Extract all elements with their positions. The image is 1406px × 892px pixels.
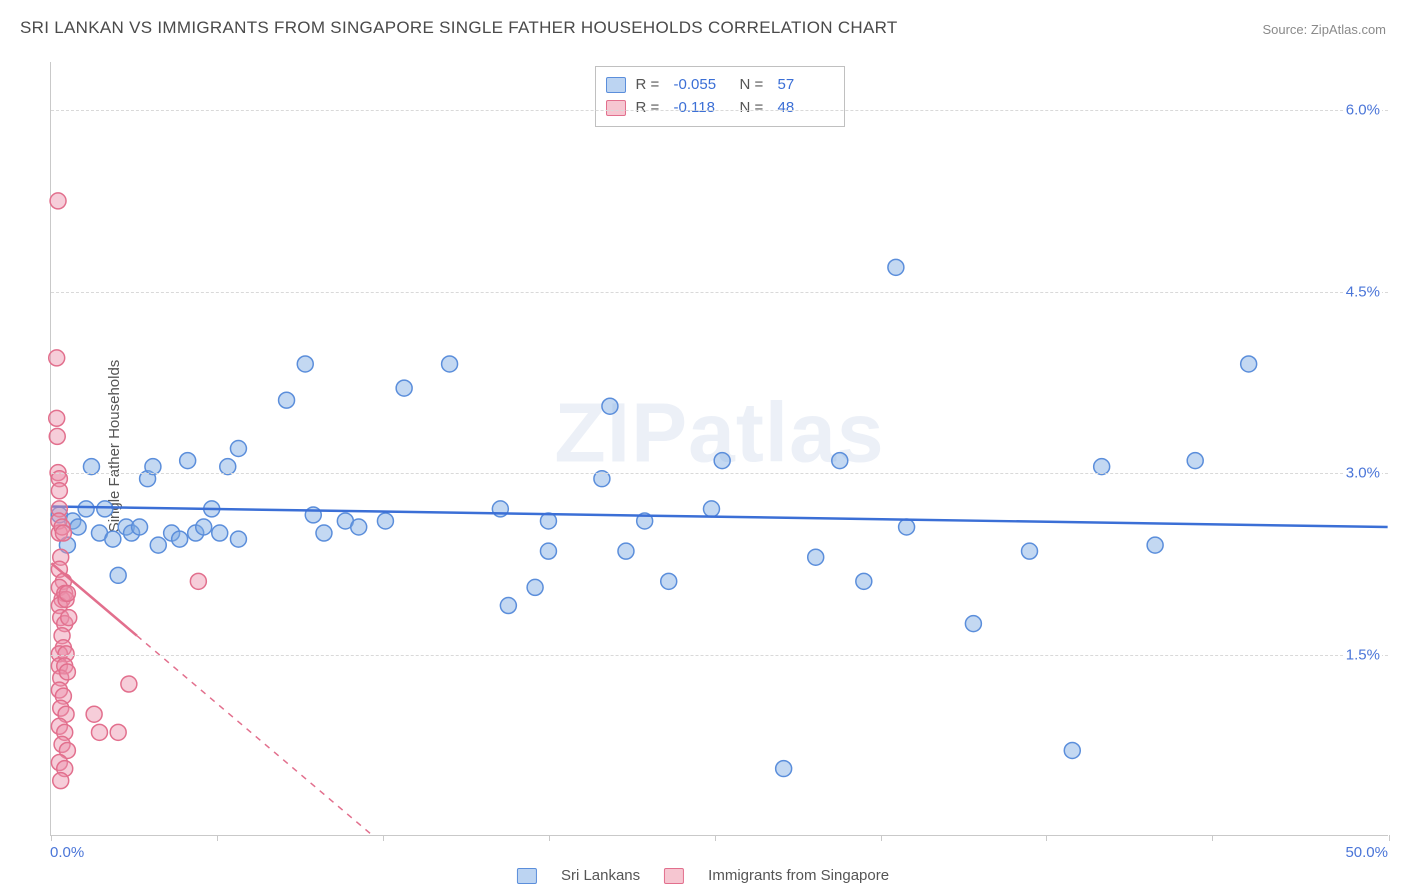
y-tick-label: 4.5% [1344,283,1382,300]
scatter-point [888,259,904,275]
legend-swatch-1 [664,868,684,884]
gridline [51,110,1388,111]
scatter-point [212,525,228,541]
stat-n-label-1: N = [740,96,768,119]
scatter-point [61,610,77,626]
x-tick-label: 0.0% [50,844,84,861]
x-tick [549,835,550,841]
scatter-point [1187,453,1203,469]
scatter-point [196,519,212,535]
scatter-point [316,525,332,541]
scatter-point [132,519,148,535]
scatter-point [714,453,730,469]
scatter-point [1064,742,1080,758]
scatter-point [832,453,848,469]
scatter-point [602,398,618,414]
legend-swatch-0 [517,868,537,884]
stat-n-label-0: N = [740,73,768,96]
plot-svg [51,62,1388,835]
scatter-point [527,579,543,595]
scatter-point [172,531,188,547]
scatter-point [86,706,102,722]
scatter-point [91,724,107,740]
stat-swatch-0 [606,77,626,93]
x-tick [715,835,716,841]
scatter-point [661,573,677,589]
scatter-point [49,428,65,444]
y-tick-label: 3.0% [1344,465,1382,482]
scatter-point [50,193,66,209]
x-tick-label: 50.0% [1345,844,1388,861]
scatter-point [53,773,69,789]
scatter-point [1022,543,1038,559]
scatter-point [70,519,86,535]
scatter-point [51,483,67,499]
scatter-point [808,549,824,565]
scatter-point [49,350,65,366]
x-tick [383,835,384,841]
scatter-point [351,519,367,535]
gridline [51,473,1388,474]
source-label: Source: ZipAtlas.com [1262,22,1386,37]
stat-n-value-0: 57 [778,73,834,96]
scatter-point [110,567,126,583]
x-tick [51,835,52,841]
scatter-point [1147,537,1163,553]
scatter-point [190,573,206,589]
scatter-point [442,356,458,372]
x-tick [1212,835,1213,841]
x-tick [217,835,218,841]
scatter-point [500,598,516,614]
stat-n-value-1: 48 [778,96,834,119]
chart-container: SRI LANKAN VS IMMIGRANTS FROM SINGAPORE … [0,0,1406,892]
legend-label-1: Immigrants from Singapore [708,867,889,884]
scatter-point [899,519,915,535]
scatter-point [78,501,94,517]
scatter-point [396,380,412,396]
plot-area: ZIPatlas R = -0.055 N = 57 R = -0.118 N … [50,62,1388,836]
scatter-point [703,501,719,517]
stat-r-value-0: -0.055 [674,73,730,96]
scatter-point [1241,356,1257,372]
bottom-legend: Sri Lankans Immigrants from Singapore [517,867,889,884]
scatter-point [49,410,65,426]
scatter-point [59,664,75,680]
stat-legend-row-1: R = -0.118 N = 48 [606,96,834,119]
scatter-point [776,761,792,777]
scatter-point [121,676,137,692]
stat-swatch-1 [606,100,626,116]
stat-r-value-1: -0.118 [674,96,730,119]
trend-line-dashed [137,636,372,835]
stat-r-label-0: R = [636,73,664,96]
scatter-point [230,441,246,457]
scatter-point [540,543,556,559]
stat-legend: R = -0.055 N = 57 R = -0.118 N = 48 [595,66,845,127]
y-tick-label: 1.5% [1344,646,1382,663]
scatter-point [55,525,71,541]
scatter-point [230,531,246,547]
x-tick [881,835,882,841]
legend-label-0: Sri Lankans [561,867,640,884]
y-tick-label: 6.0% [1344,102,1382,119]
gridline [51,292,1388,293]
chart-title: SRI LANKAN VS IMMIGRANTS FROM SINGAPORE … [20,18,898,38]
scatter-point [856,573,872,589]
stat-legend-row-0: R = -0.055 N = 57 [606,73,834,96]
scatter-point [180,453,196,469]
x-tick [1389,835,1390,841]
scatter-point [965,616,981,632]
scatter-point [150,537,166,553]
scatter-point [618,543,634,559]
scatter-point [59,585,75,601]
scatter-point [105,531,121,547]
gridline [51,655,1388,656]
scatter-point [97,501,113,517]
scatter-point [297,356,313,372]
stat-r-label-1: R = [636,96,664,119]
scatter-point [377,513,393,529]
scatter-point [110,724,126,740]
x-tick [1046,835,1047,841]
scatter-point [279,392,295,408]
